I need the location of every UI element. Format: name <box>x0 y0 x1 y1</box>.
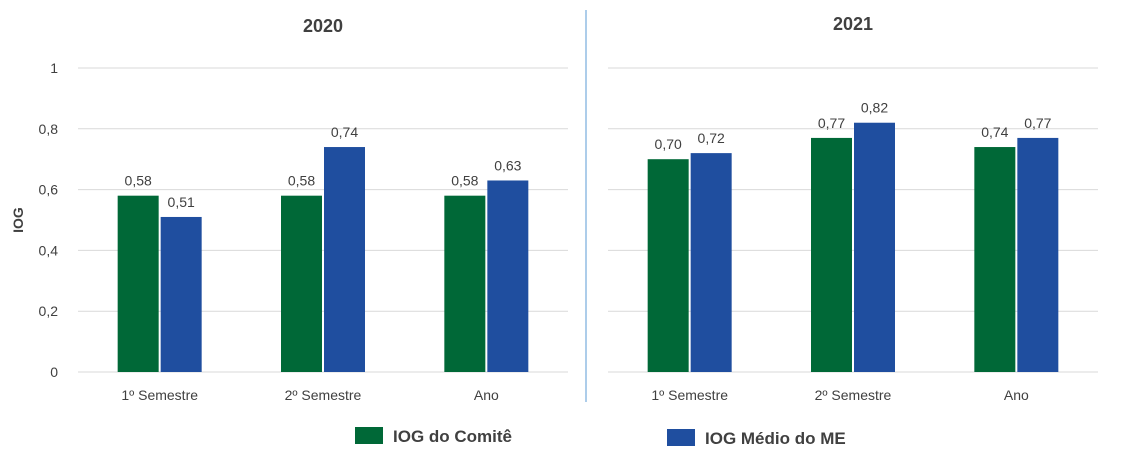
bar-2021-s1-1 <box>811 137 852 372</box>
data-label: 0,74 <box>331 124 358 140</box>
data-label: 0,51 <box>168 194 195 210</box>
x-category-label: 2º Semestre <box>285 387 362 403</box>
data-label: 0,63 <box>494 157 521 173</box>
legend-label: IOG Médio do ME <box>705 429 846 446</box>
data-label: 0,72 <box>698 130 725 146</box>
chart-title-2020: 2020 <box>303 16 343 36</box>
x-category-label: 1º Semestre <box>651 387 728 403</box>
legend-swatch <box>667 429 695 446</box>
y-tick-label: 0,4 <box>39 242 59 258</box>
data-label: 0,58 <box>288 173 315 189</box>
bar-2021-s1-2 <box>974 147 1016 372</box>
x-category-label: 1º Semestre <box>121 387 198 403</box>
data-label: 0,77 <box>1024 115 1051 131</box>
y-tick-label: 0,8 <box>39 121 59 137</box>
x-category-label: Ano <box>474 387 499 403</box>
bar-2021-s2-1 <box>854 122 895 372</box>
y-axis-title: IOG <box>10 207 26 233</box>
bar-2021-s1-0 <box>647 159 689 372</box>
bar-2021-s2-0 <box>690 153 732 372</box>
data-label: 0,77 <box>818 115 845 131</box>
bar-2020-s1-1 <box>281 195 322 372</box>
y-tick-label: 0,2 <box>39 303 59 319</box>
y-tick-label: 1 <box>50 60 58 76</box>
bar-2020-s1-2 <box>444 195 486 372</box>
legend-swatch <box>355 427 383 444</box>
y-tick-label: 0 <box>50 364 58 380</box>
bar-2021-s2-2 <box>1017 137 1059 372</box>
bar-2020-s2-1 <box>324 147 365 372</box>
x-category-label: 2º Semestre <box>815 387 892 403</box>
bar-2020-s1-0 <box>117 195 159 372</box>
data-label: 0,58 <box>125 173 152 189</box>
bar-2020-s2-2 <box>487 180 529 372</box>
y-tick-label: 0,6 <box>39 182 59 198</box>
x-category-label: Ano <box>1004 387 1029 403</box>
data-label: 0,82 <box>861 100 888 116</box>
legend-label: IOG do Comitê <box>393 427 512 446</box>
chart-title-2021: 2021 <box>833 14 873 34</box>
data-label: 0,70 <box>655 136 682 152</box>
data-label: 0,74 <box>981 124 1008 140</box>
bar-2020-s2-0 <box>160 216 202 372</box>
data-label: 0,58 <box>451 173 478 189</box>
